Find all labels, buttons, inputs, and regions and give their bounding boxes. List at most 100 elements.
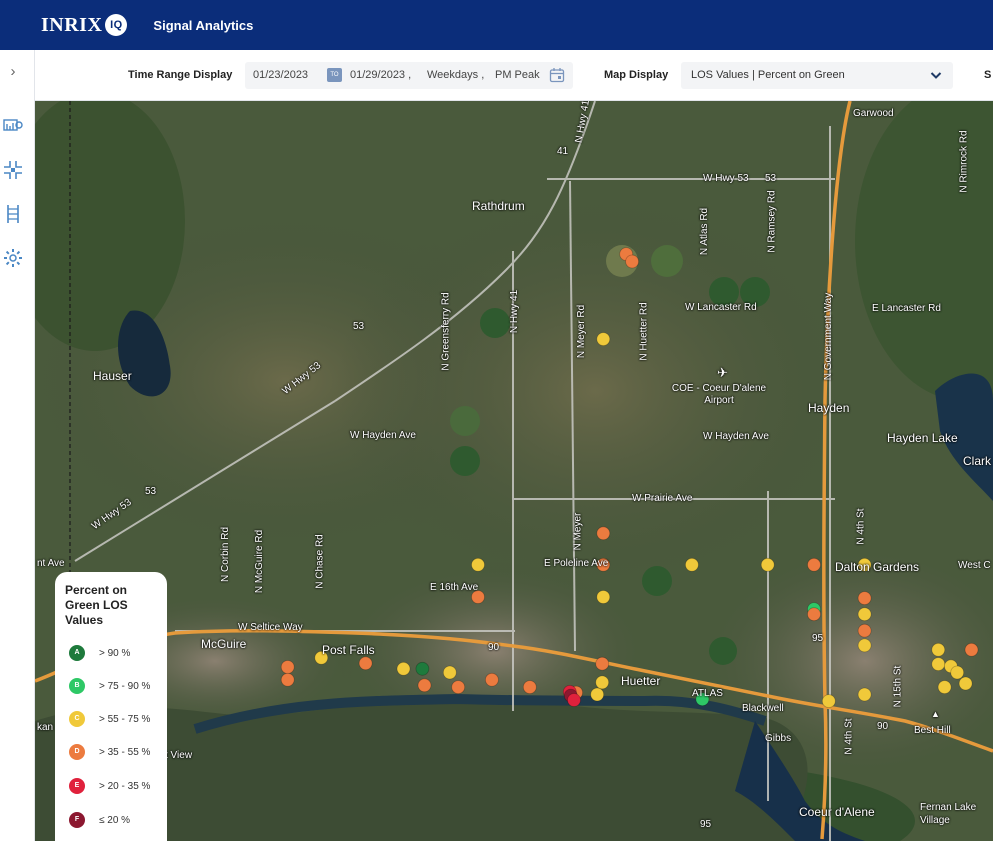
to-badge: TO (327, 68, 342, 82)
signal-marker-d[interactable] (595, 656, 610, 671)
map-label-hayden: Hayden (808, 401, 850, 415)
signal-marker-c[interactable] (595, 675, 610, 690)
signal-marker-c[interactable] (396, 661, 411, 676)
signal-marker-c[interactable] (596, 590, 611, 604)
map-label-n-huetter-rd: N Huetter Rd (638, 302, 650, 361)
signal-marker-a[interactable] (415, 661, 430, 676)
time-range-label: Time Range Display (128, 69, 233, 81)
time-range-picker[interactable]: 01/23/2023 TO 01/29/2023 , Weekdays , PM… (245, 62, 573, 89)
signal-marker-c[interactable] (471, 557, 485, 572)
map-display-label: Map Display (604, 69, 669, 81)
map-label-route-53: 53 (145, 486, 157, 497)
legend: Percent on Green LOS Values A > 90 % B >… (55, 572, 167, 841)
legend-item-f: F ≤ 20 % (69, 812, 130, 828)
map-label-route-41: 41 (557, 146, 569, 157)
map-label-interstate-90: 90 (488, 642, 500, 653)
signal-marker-d[interactable] (280, 660, 295, 674)
mountain-peak-icon: ▲ (931, 709, 940, 719)
signal-marker-d[interactable] (596, 557, 611, 572)
signal-marker-d[interactable] (807, 557, 821, 572)
signal-marker-c[interactable] (857, 638, 872, 653)
signal-marker-e[interactable] (567, 693, 581, 707)
signal-marker-d[interactable] (596, 526, 611, 541)
signal-marker-c[interactable] (857, 687, 872, 702)
signal-marker-d[interactable] (807, 607, 821, 622)
map-label-n-hwy-41: N Hwy 41 (509, 289, 521, 334)
signal-marker-c[interactable] (931, 642, 946, 657)
signal-marker-d[interactable] (280, 672, 295, 687)
signal-marker-d[interactable] (625, 254, 639, 269)
signal-marker-c[interactable] (760, 557, 775, 572)
map-label-best-hill: Best Hill (914, 725, 951, 736)
map-label-route-95: 95 (812, 633, 824, 644)
map-label-n-mcguire-rd: N McGuire Rd (254, 529, 266, 594)
inrix-logo[interactable]: INRIX IQ (41, 14, 128, 37)
signal-marker-c[interactable] (821, 694, 836, 708)
signal-marker-c[interactable] (857, 557, 872, 572)
toolbar: Time Range Display 01/23/2023 TO 01/29/2… (35, 50, 993, 101)
signal-marker-c[interactable] (314, 650, 329, 665)
signal-marker-d[interactable] (857, 591, 872, 606)
legend-range-e: > 20 - 35 % (99, 780, 151, 792)
app-title: Signal Analytics (153, 17, 254, 33)
signal-marker-c[interactable] (596, 332, 611, 347)
map-label-n-ramsey-rd: N Ramsey Rd (766, 190, 778, 253)
legend-swatch-d: D (69, 744, 85, 760)
map-label-n-greensferry-rd: N Greensferry Rd (440, 292, 452, 371)
chevron-right-icon[interactable]: › (10, 63, 16, 80)
signal-marker-d[interactable] (857, 623, 872, 638)
logo-badge: IQ (105, 14, 128, 36)
signal-marker-d[interactable] (417, 678, 432, 693)
time-period: PM Peak (495, 69, 540, 81)
signal-marker-c[interactable] (958, 676, 973, 691)
legend-item-a: A > 90 % (69, 645, 130, 661)
corridor-icon[interactable] (3, 204, 23, 224)
map-label-coeur-dalene: Coeur d'Alene (799, 805, 875, 819)
signal-marker-d[interactable] (358, 656, 373, 671)
start-date: 01/23/2023 (253, 69, 309, 81)
map-label-hayden-lake: Hayden Lake (887, 431, 958, 445)
map-label-route-53: 53 (765, 173, 777, 184)
map-label-w-hayden-ave: W Hayden Ave (350, 430, 416, 441)
map-label-dalton-gardens: Dalton Gardens (835, 560, 920, 574)
signal-marker-d[interactable] (484, 672, 499, 687)
map-label-interstate-90: 90 (877, 721, 889, 732)
satellite-map[interactable]: Garwood Rathdrum Hauser W Hwy 53 W Hwy 5… (35, 101, 993, 841)
signal-marker-c[interactable] (685, 557, 699, 572)
signal-marker-d[interactable] (964, 642, 979, 657)
calendar-icon[interactable] (549, 67, 565, 83)
map-label-garwood: Garwood (853, 108, 894, 119)
signal-marker-c[interactable] (937, 680, 952, 694)
legend-swatch-c: C (69, 711, 85, 727)
map-label-e-16th-ave: E 16th Ave (430, 582, 479, 593)
signal-marker-c[interactable] (950, 665, 965, 680)
signal-marker-d[interactable] (522, 680, 537, 694)
map-label-n-government-way: N Government Way (823, 292, 835, 381)
airplane-icon: ✈ (717, 365, 728, 380)
chevron-down-icon (930, 72, 942, 79)
map-display-select[interactable]: LOS Values | Percent on Green (681, 62, 953, 89)
map-label-n-15th-st: N 15th St (892, 665, 904, 708)
legend-item-d: D > 35 - 55 % (69, 744, 150, 760)
signal-dashboard-icon[interactable] (3, 116, 23, 136)
map-label-airport: COE - Coeur D'alene Airport (671, 383, 767, 406)
legend-range-d: > 35 - 55 % (99, 746, 151, 758)
signal-marker-c[interactable] (590, 687, 605, 702)
signal-marker-d[interactable] (451, 680, 466, 694)
toolbar-cut-label: S (984, 69, 992, 81)
map-label-n-corbin-rd: N Corbin Rd (220, 526, 232, 583)
map-label-west-c: West C (958, 560, 991, 571)
signal-marker-d[interactable] (471, 590, 485, 604)
signal-marker-c[interactable] (442, 665, 457, 680)
map-canvas[interactable] (35, 101, 993, 841)
signal-marker-c[interactable] (931, 657, 946, 671)
legend-item-b: B > 75 - 90 % (69, 678, 150, 694)
map-label-t-view: t View (165, 750, 193, 761)
gear-icon[interactable] (3, 248, 23, 268)
signal-marker-b[interactable] (695, 692, 710, 707)
map-label-route-53: 53 (353, 321, 365, 332)
signal-marker-c[interactable] (857, 607, 872, 622)
intersection-icon[interactable] (3, 160, 23, 180)
map-label-rathdrum: Rathdrum (472, 199, 525, 213)
legend-item-e: E > 20 - 35 % (69, 778, 150, 794)
